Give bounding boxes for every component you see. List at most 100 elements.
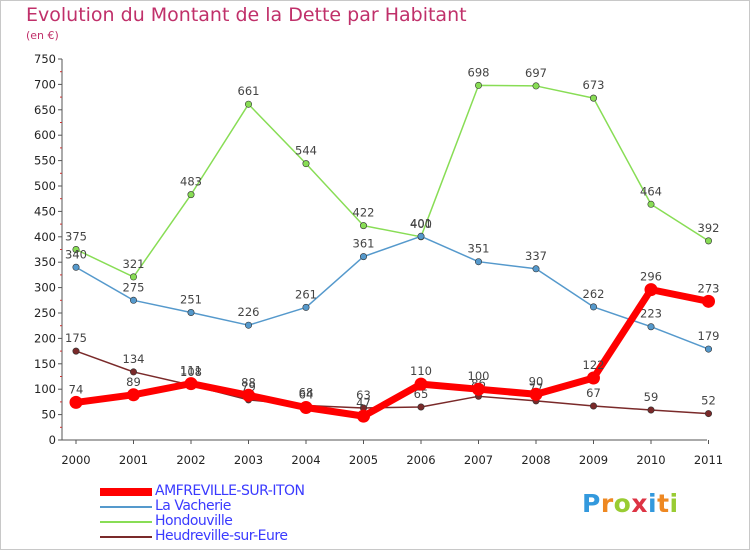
data-point-la-vacherie (302, 303, 310, 311)
data-point-la-vacherie (72, 263, 80, 271)
y-tick-label: 700 (34, 77, 56, 91)
data-label-la-vacherie: 223 (640, 307, 662, 321)
data-label-hondouville: 321 (123, 257, 145, 271)
data-point-heudreville-sur-eure (589, 402, 597, 410)
data-label-heudreville-sur-eure: 63 (356, 388, 371, 402)
data-label-hondouville: 673 (583, 78, 605, 92)
data-point-la-vacherie (704, 345, 712, 353)
data-label-hondouville: 422 (353, 206, 375, 220)
data-point-amfreville-sur-iton (529, 387, 543, 401)
x-tick-label: 2001 (119, 453, 148, 467)
data-label-amfreville-sur-iton: 90 (529, 374, 544, 388)
data-label-la-vacherie: 261 (295, 287, 317, 301)
data-label-amfreville-sur-iton: 110 (410, 364, 432, 378)
data-label-la-vacherie: 179 (698, 329, 720, 343)
data-point-hondouville (474, 81, 482, 89)
data-label-hondouville: 698 (468, 65, 490, 79)
x-tick-label: 2002 (176, 453, 205, 467)
data-label-la-vacherie: 262 (583, 287, 605, 301)
data-label-heudreville-sur-eure: 108 (180, 365, 202, 379)
data-point-heudreville-sur-eure (417, 403, 425, 411)
data-label-hondouville: 392 (698, 221, 720, 235)
data-label-amfreville-sur-iton: 273 (698, 281, 720, 295)
data-point-amfreville-sur-iton (414, 377, 428, 391)
data-label-amfreville-sur-iton: 100 (468, 369, 490, 383)
data-label-amfreville-sur-iton: 74 (69, 382, 84, 396)
data-label-hondouville: 697 (525, 66, 547, 80)
data-label-amfreville-sur-iton: 89 (126, 375, 141, 389)
data-label-hondouville: 661 (238, 84, 260, 98)
legend-swatch (100, 536, 152, 538)
data-label-hondouville: 544 (295, 144, 317, 158)
data-point-amfreville-sur-iton (357, 409, 370, 423)
data-label-hondouville: 400 (410, 217, 432, 231)
data-label-heudreville-sur-eure: 67 (586, 386, 601, 400)
data-point-hondouville (532, 82, 540, 90)
data-point-hondouville (130, 273, 138, 281)
logo-letter: P (582, 489, 601, 518)
data-point-hondouville (72, 246, 80, 254)
y-tick-label: 400 (34, 230, 56, 244)
data-label-amfreville-sur-iton: 111 (180, 364, 202, 378)
logo-letter: t (657, 489, 670, 518)
x-tick-label: 2005 (349, 453, 378, 467)
data-label-heudreville-sur-eure: 59 (644, 390, 659, 404)
y-tick-label: 50 (41, 408, 56, 422)
y-tick-label: 150 (34, 357, 56, 371)
data-point-la-vacherie (589, 303, 597, 311)
y-tick-label: 100 (34, 382, 56, 396)
data-label-amfreville-sur-iton: 296 (640, 270, 662, 284)
x-tick-label: 2010 (636, 453, 665, 467)
data-point-amfreville-sur-iton (69, 395, 83, 409)
data-label-la-vacherie: 340 (65, 247, 87, 261)
y-tick-label: 0 (49, 433, 56, 447)
data-point-la-vacherie (245, 321, 253, 329)
x-tick-label: 2004 (291, 453, 320, 467)
series-line-amfreville-sur-iton (72, 286, 712, 420)
data-point-la-vacherie (130, 296, 138, 304)
data-label-heudreville-sur-eure: 134 (123, 352, 145, 366)
logo-letter: r (600, 489, 614, 518)
x-tick-label: 2011 (694, 453, 723, 467)
data-label-heudreville-sur-eure: 65 (414, 387, 429, 401)
data-point-la-vacherie (647, 323, 655, 331)
data-label-la-vacherie: 226 (238, 305, 260, 319)
chart-title: Evolution du Montant de la Dette par Hab… (26, 4, 467, 26)
logo-letter: i (669, 489, 679, 518)
data-point-amfreville-sur-iton (702, 294, 715, 308)
data-point-hondouville (647, 200, 655, 208)
y-tick-label: 300 (34, 281, 56, 295)
data-point-la-vacherie (359, 253, 367, 261)
x-tick-label: 2007 (464, 453, 493, 467)
chart-unit: (en €) (26, 29, 59, 42)
legend-swatch (100, 521, 152, 523)
data-point-amfreville-sur-iton (644, 283, 658, 297)
y-tick-label: 350 (34, 255, 56, 269)
data-point-amfreville-sur-iton (242, 388, 255, 402)
y-tick-label: 450 (34, 204, 56, 218)
series-line-heudreville-sur-eure (75, 350, 710, 415)
legend-label: Heudreville-sur-Eure (155, 528, 288, 544)
y-tick-label: 250 (34, 306, 56, 320)
data-label-heudreville-sur-eure: 52 (701, 394, 716, 408)
data-label-la-vacherie: 401 (410, 216, 432, 230)
y-tick-label: 750 (34, 52, 56, 66)
x-tick-label: 2008 (521, 453, 550, 467)
data-point-amfreville-sur-iton (299, 400, 313, 414)
data-label-heudreville-sur-eure: 68 (299, 385, 314, 399)
data-point-amfreville-sur-iton (184, 377, 198, 391)
data-point-amfreville-sur-iton (127, 388, 140, 402)
data-point-la-vacherie (474, 258, 482, 266)
x-tick-label: 2003 (234, 453, 263, 467)
data-point-heudreville-sur-eure (72, 347, 80, 355)
data-point-hondouville (359, 222, 367, 230)
data-label-amfreville-sur-iton: 88 (241, 375, 256, 389)
legend-swatch (100, 506, 152, 508)
legend-swatch (100, 488, 152, 496)
data-point-la-vacherie (187, 308, 195, 316)
data-point-hondouville (245, 100, 253, 108)
y-tick-label: 600 (34, 128, 56, 142)
series-line-hondouville (75, 84, 710, 278)
data-point-la-vacherie (417, 232, 425, 240)
